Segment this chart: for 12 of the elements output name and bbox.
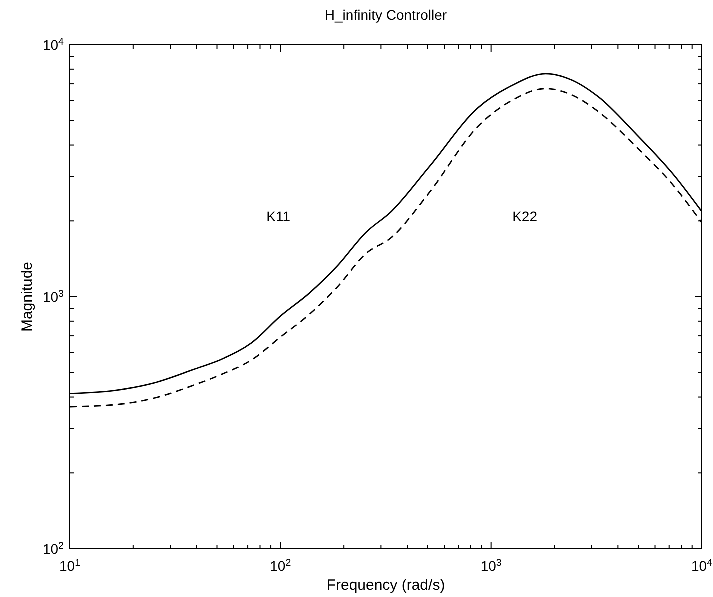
x-tick-label: 10$^{4}$ <box>691 558 713 574</box>
x-tick-label: 10$^{1}$ <box>59 558 81 574</box>
y-tick-label: 10$^{3}$ <box>42 288 65 305</box>
x-tick-label: 10$^{2}$ <box>270 558 292 574</box>
annotation: K22 <box>512 208 538 224</box>
annotation: K11 <box>266 208 291 224</box>
chart-title: H_infinity Controller <box>324 7 448 23</box>
y-axis-title: Magnitude <box>19 262 36 332</box>
x-tick-label: 10$^{3}$ <box>480 558 502 574</box>
y-tick-label: 10$^{4}$ <box>42 36 65 53</box>
y-tick-label: 10$^{2}$ <box>42 540 64 557</box>
x-axis-title: Frequency (rad/s) <box>326 577 446 594</box>
